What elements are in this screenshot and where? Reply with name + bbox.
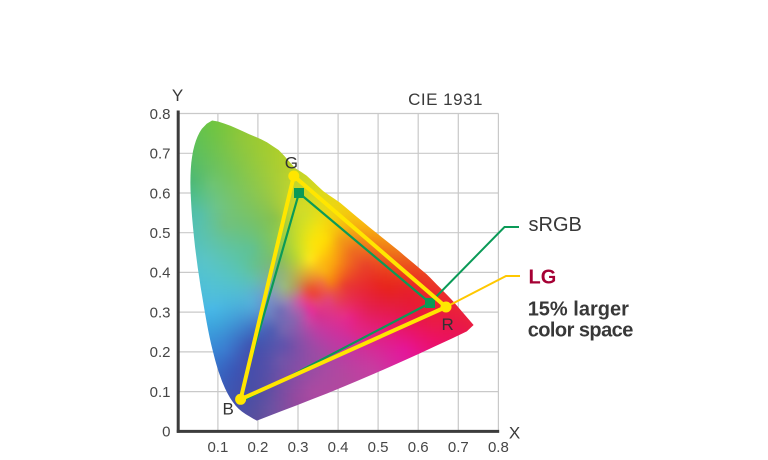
svg-text:0: 0 xyxy=(162,424,170,441)
svg-text:0.3: 0.3 xyxy=(288,439,309,456)
svg-text:B: B xyxy=(223,400,234,419)
svg-text:LG: LG xyxy=(529,267,557,289)
svg-text:0.7: 0.7 xyxy=(150,146,171,163)
svg-text:0.4: 0.4 xyxy=(328,439,349,456)
svg-text:0.5: 0.5 xyxy=(368,439,389,456)
svg-text:Y: Y xyxy=(172,86,183,105)
svg-text:color space: color space xyxy=(528,320,634,342)
svg-text:R: R xyxy=(442,315,454,334)
svg-text:CIE 1931: CIE 1931 xyxy=(408,90,483,109)
svg-text:0.4: 0.4 xyxy=(150,265,171,282)
svg-text:0.6: 0.6 xyxy=(150,185,171,202)
svg-text:0.7: 0.7 xyxy=(448,439,469,456)
svg-text:0.1: 0.1 xyxy=(150,384,171,401)
svg-text:0.2: 0.2 xyxy=(247,439,268,456)
svg-text:sRGB: sRGB xyxy=(529,214,582,236)
svg-text:0.6: 0.6 xyxy=(408,439,429,456)
svg-text:G: G xyxy=(285,154,298,173)
svg-text:0.3: 0.3 xyxy=(150,304,171,321)
svg-text:X: X xyxy=(509,424,520,443)
svg-text:15% larger: 15% larger xyxy=(528,299,629,321)
svg-text:0.8: 0.8 xyxy=(150,106,171,123)
svg-text:0.2: 0.2 xyxy=(150,344,171,361)
svg-text:0.8: 0.8 xyxy=(488,439,509,456)
svg-text:0.5: 0.5 xyxy=(150,225,171,242)
svg-text:0.1: 0.1 xyxy=(207,439,228,456)
